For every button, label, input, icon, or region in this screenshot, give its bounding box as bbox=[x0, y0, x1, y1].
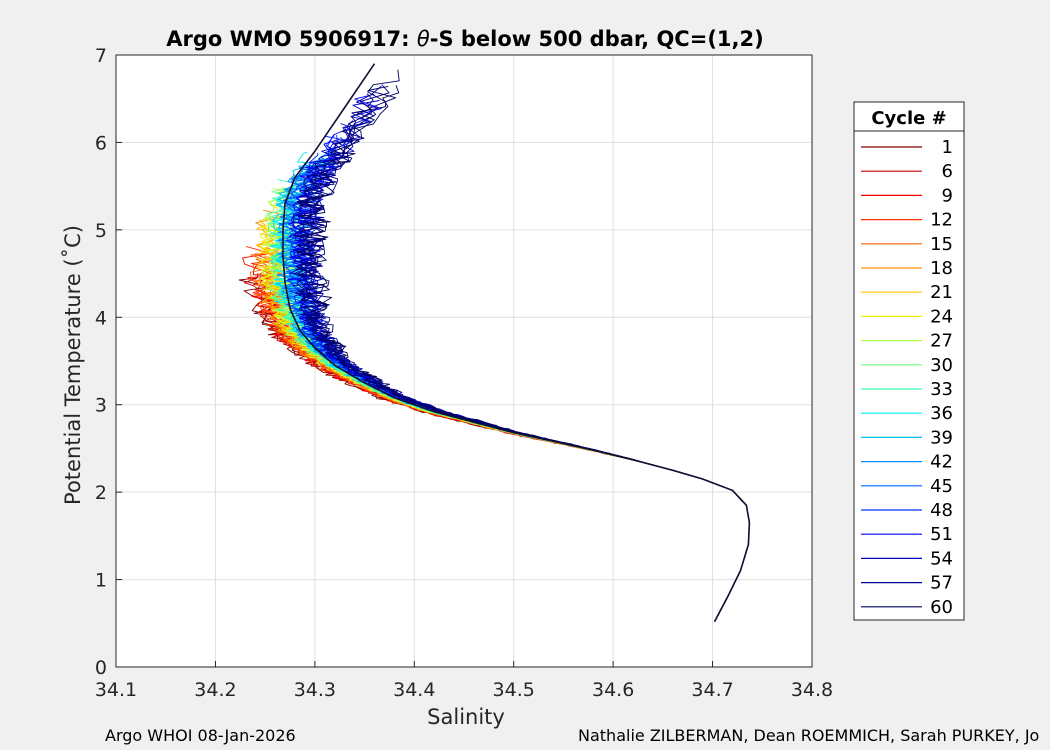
y-tick-label: 5 bbox=[95, 220, 107, 242]
chart-title: Argo WMO 5906917: θ-S below 500 dbar, QC… bbox=[166, 27, 763, 51]
footer-right: Nathalie ZILBERMAN, Dean ROEMMICH, Sarah… bbox=[578, 726, 1040, 745]
x-tick-label: 34.5 bbox=[493, 679, 535, 701]
legend-entry-label: 42 bbox=[930, 452, 953, 473]
plot-frame bbox=[115, 54, 813, 668]
y-tick-label: 7 bbox=[95, 45, 107, 67]
x-tick-label: 34.2 bbox=[194, 679, 236, 701]
y-ticks: 0 1 2 3 4 5 6 7 bbox=[95, 45, 122, 679]
grid-lines bbox=[116, 55, 812, 667]
x-tick-label: 34.4 bbox=[393, 679, 435, 701]
profile-lines bbox=[238, 63, 751, 622]
x-tick-label: 34.6 bbox=[592, 679, 634, 701]
legend-entry-label: 60 bbox=[930, 597, 953, 618]
y-tick-label: 1 bbox=[95, 570, 107, 592]
plot-area bbox=[116, 55, 812, 667]
legend-entry-label: 18 bbox=[930, 258, 953, 279]
legend-title: Cycle # bbox=[871, 108, 946, 129]
legend-entry-label: 39 bbox=[930, 427, 953, 448]
x-tick-label: 34.7 bbox=[691, 679, 733, 701]
y-tick-label: 3 bbox=[95, 395, 107, 417]
legend-entry-label: 30 bbox=[930, 355, 953, 376]
legend-entry-label: 12 bbox=[930, 210, 953, 231]
legend-entry-label: 9 bbox=[942, 185, 953, 206]
x-tick-label: 34.8 bbox=[791, 679, 833, 701]
x-tick-label: 34.3 bbox=[294, 679, 336, 701]
legend-entry-label: 48 bbox=[930, 500, 953, 521]
x-axis-label: Salinity bbox=[427, 705, 505, 729]
mean-profile-line bbox=[282, 63, 751, 622]
legend-entries: 1 6 9 12 15 18 21 24 27 30 33 36 39 42 45 48 51 54 57 60 bbox=[861, 137, 953, 618]
x-tick-label: 34.1 bbox=[95, 679, 137, 701]
footer-left: Argo WHOI 08-Jan-2026 bbox=[105, 726, 296, 745]
legend-entry-label: 45 bbox=[930, 476, 953, 497]
legend-entry-label: 36 bbox=[930, 403, 953, 424]
x-ticks: 34.1 34.2 34.3 34.4 34.5 34.6 34.7 34.8 bbox=[95, 661, 833, 701]
legend-entry-label: 57 bbox=[930, 573, 953, 594]
legend-entry-label: 33 bbox=[930, 379, 953, 400]
legend-entry-label: 27 bbox=[930, 331, 953, 352]
legend-entry-label: 51 bbox=[930, 524, 953, 545]
legend-entry-label: 15 bbox=[930, 234, 953, 255]
y-tick-label: 4 bbox=[95, 307, 107, 329]
legend-entry-label: 21 bbox=[930, 282, 953, 303]
legend-entry-label: 6 bbox=[942, 161, 953, 182]
legend-entry-label: 24 bbox=[930, 306, 953, 327]
legend-entry-label: 54 bbox=[930, 548, 953, 569]
legend: Cycle # 1 6 9 12 15 18 21 24 27 30 33 36 39 42 45 48 51 5… bbox=[853, 101, 965, 621]
y-tick-label: 6 bbox=[95, 132, 107, 154]
y-tick-label: 2 bbox=[95, 482, 107, 504]
legend-entry-label: 1 bbox=[942, 137, 953, 158]
y-axis-label: Potential Temperature (˚C) bbox=[61, 225, 85, 505]
y-tick-label: 0 bbox=[95, 657, 107, 679]
